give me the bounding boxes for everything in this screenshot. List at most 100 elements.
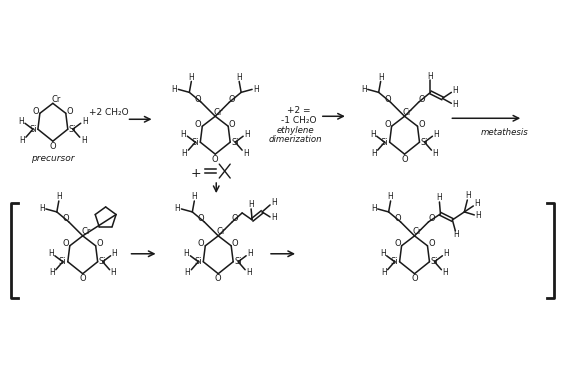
Text: H: H (243, 149, 249, 157)
Text: O: O (428, 239, 435, 248)
Text: O: O (232, 239, 239, 248)
Text: H: H (188, 73, 194, 82)
Text: H: H (244, 130, 250, 139)
Text: O: O (232, 214, 239, 223)
Text: O: O (411, 274, 418, 283)
Text: O: O (96, 239, 103, 248)
Text: H: H (466, 191, 471, 200)
Text: H: H (454, 230, 459, 239)
Text: Si: Si (234, 257, 242, 266)
Text: Si: Si (231, 138, 239, 147)
Text: Si: Si (194, 257, 202, 266)
Text: Cr: Cr (81, 227, 90, 236)
Text: +2 CH₂O: +2 CH₂O (89, 108, 129, 117)
Text: O: O (49, 142, 56, 151)
Text: H: H (434, 130, 439, 139)
Text: O: O (401, 155, 408, 164)
Text: H: H (433, 149, 438, 157)
Text: H: H (475, 212, 481, 220)
Text: H: H (246, 268, 252, 277)
Text: O: O (62, 239, 69, 248)
Text: O: O (198, 214, 205, 223)
Text: O: O (229, 120, 235, 129)
Text: H: H (428, 72, 433, 81)
Text: O: O (394, 214, 401, 223)
Text: Cr: Cr (413, 227, 422, 236)
Text: Si: Si (29, 125, 37, 134)
Text: +: + (191, 167, 202, 179)
Text: H: H (247, 249, 253, 258)
Text: O: O (394, 239, 401, 248)
Text: O: O (66, 107, 73, 116)
Text: H: H (192, 193, 197, 201)
Text: O: O (384, 120, 391, 129)
Text: H: H (452, 100, 458, 109)
Text: H: H (184, 249, 189, 258)
Text: Cr: Cr (214, 108, 223, 117)
Text: metathesis: metathesis (480, 128, 528, 137)
Text: O: O (62, 214, 69, 223)
Text: H: H (19, 136, 25, 145)
Text: H: H (271, 213, 277, 222)
Text: H: H (378, 73, 383, 82)
Text: O: O (32, 107, 39, 116)
Text: H: H (111, 268, 116, 277)
Text: precursor: precursor (31, 154, 75, 163)
Text: O: O (418, 120, 425, 129)
Text: Si: Si (59, 257, 66, 266)
Text: H: H (271, 198, 277, 207)
Text: H: H (181, 149, 187, 157)
Text: H: H (172, 85, 177, 94)
Text: O: O (428, 214, 435, 223)
Text: H: H (452, 86, 458, 95)
Text: Cr: Cr (51, 95, 61, 104)
Text: -1 CH₂O: -1 CH₂O (281, 116, 317, 125)
Text: Si: Si (192, 138, 199, 147)
Text: H: H (371, 149, 376, 157)
Text: H: H (48, 249, 54, 258)
Text: dimerization: dimerization (268, 135, 321, 144)
Text: O: O (215, 274, 222, 283)
Text: Si: Si (391, 257, 399, 266)
Text: H: H (442, 268, 448, 277)
Text: O: O (418, 95, 425, 104)
Text: H: H (248, 200, 254, 210)
Text: H: H (388, 193, 393, 201)
Text: +2 =: +2 = (287, 106, 311, 115)
Text: H: H (253, 85, 259, 94)
Text: ethylene: ethylene (276, 126, 314, 135)
Text: Si: Si (421, 138, 428, 147)
Text: H: H (437, 193, 442, 203)
Text: O: O (198, 239, 205, 248)
Text: O: O (195, 120, 202, 129)
Text: Cr: Cr (403, 108, 412, 117)
Text: O: O (384, 95, 391, 104)
Text: H: H (184, 268, 190, 277)
Text: H: H (381, 268, 387, 277)
Text: H: H (371, 205, 376, 213)
Text: H: H (370, 130, 375, 139)
Text: H: H (236, 73, 242, 82)
Text: O: O (212, 155, 218, 164)
Text: O: O (195, 95, 202, 104)
Text: Si: Si (99, 257, 107, 266)
Text: H: H (112, 249, 117, 258)
Text: H: H (180, 130, 186, 139)
Text: Cr: Cr (217, 227, 226, 236)
Text: H: H (380, 249, 386, 258)
Text: H: H (56, 193, 62, 201)
Text: H: H (81, 136, 87, 145)
Text: H: H (443, 249, 449, 258)
Text: H: H (361, 85, 367, 94)
Text: Si: Si (431, 257, 438, 266)
Text: H: H (82, 117, 87, 126)
Text: H: H (475, 200, 480, 208)
Text: Si: Si (69, 125, 77, 134)
Text: Si: Si (381, 138, 388, 147)
Text: H: H (49, 268, 54, 277)
Text: H: H (39, 205, 45, 213)
Text: O: O (229, 95, 235, 104)
Text: O: O (79, 274, 86, 283)
Text: H: H (18, 117, 24, 126)
Text: H: H (175, 205, 180, 213)
